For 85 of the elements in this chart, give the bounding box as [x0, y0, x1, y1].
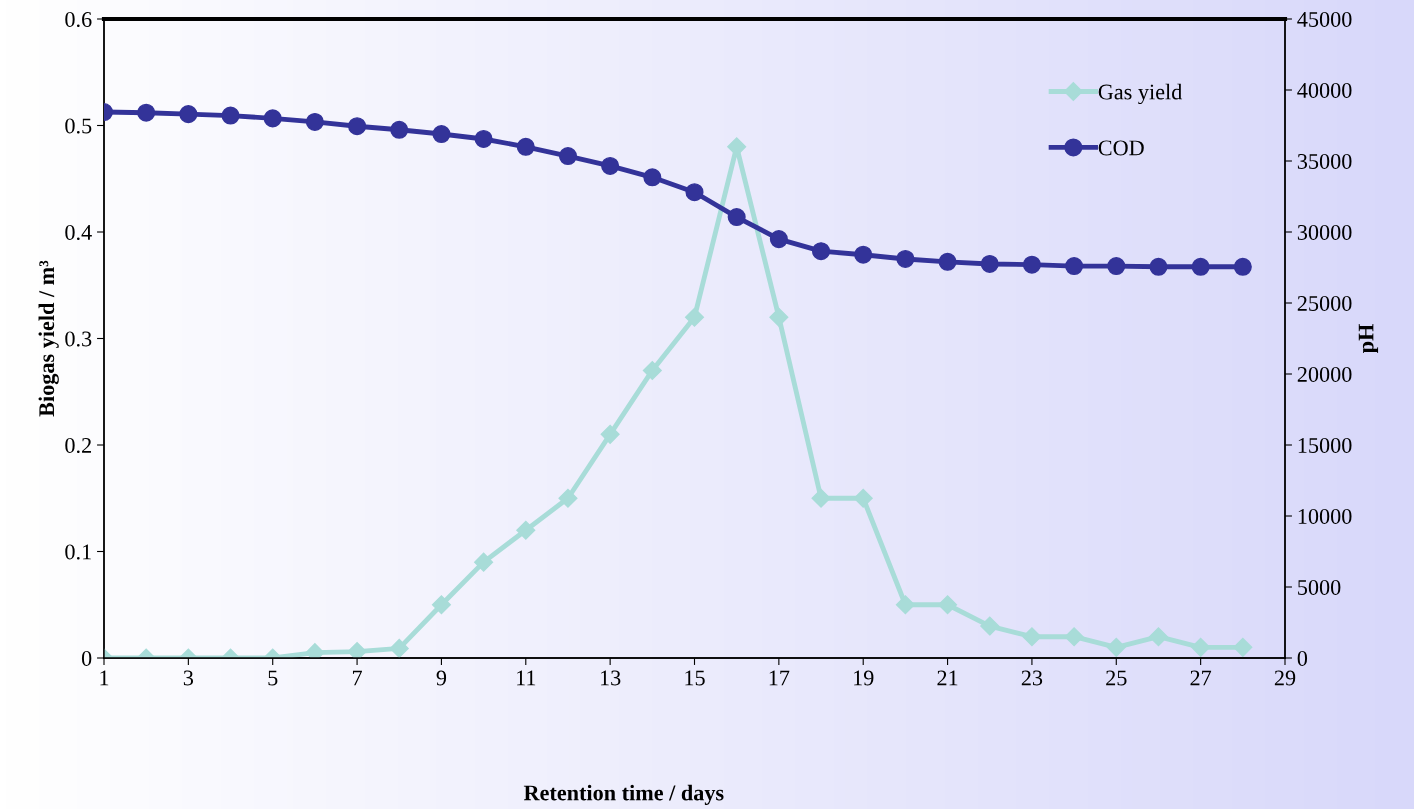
x-tick-label: 23 [1021, 670, 1043, 686]
point [896, 249, 915, 269]
point [558, 488, 578, 508]
point [980, 254, 999, 273]
x-tick-label: 15 [685, 670, 705, 686]
point [348, 117, 367, 136]
y2-tick-label: 25000 [1297, 295, 1352, 311]
point [980, 616, 1000, 636]
y2-tick-label: 40000 [1297, 82, 1352, 98]
point [263, 109, 282, 128]
y2-tick-label: 10000 [1298, 508, 1352, 524]
y-axis-title: Biogas yield / m³ [38, 260, 59, 417]
point [474, 552, 494, 572]
point [938, 595, 958, 615]
y-tick-label: 0.2 [65, 437, 91, 454]
point [558, 147, 577, 166]
y2-tick-label: 35000 [1297, 153, 1352, 169]
y2-tick-label: 5000 [1298, 579, 1341, 595]
point [1064, 627, 1084, 647]
x-tick-label: 7 [352, 670, 362, 686]
point [137, 103, 156, 122]
point [1022, 255, 1041, 274]
point [389, 638, 409, 658]
y-tick-label: 0.1 [65, 544, 91, 560]
legend-label: Gas yield [1098, 83, 1183, 105]
x-tick-label: 29 [1274, 670, 1296, 686]
point [1233, 257, 1252, 276]
point [347, 642, 367, 658]
x-tick-label: 25 [1106, 670, 1127, 686]
point [812, 242, 831, 261]
point [769, 230, 788, 249]
x-tick-label: 13 [600, 670, 621, 686]
x-tick-label: 1 [100, 670, 109, 686]
point [854, 245, 873, 264]
y2-tick-label: 0 [1297, 650, 1308, 666]
x-tick-label: 3 [183, 670, 194, 686]
point [1022, 627, 1042, 647]
point [305, 112, 324, 131]
y-tick-label: 0.4 [65, 224, 92, 241]
point [769, 307, 789, 327]
point [1191, 257, 1210, 276]
point [516, 137, 535, 156]
point [474, 129, 493, 149]
point [1149, 257, 1168, 276]
point [1233, 637, 1253, 657]
point [685, 183, 704, 202]
point [727, 208, 746, 227]
point [1106, 637, 1126, 657]
x-tick-label: 11 [517, 670, 536, 686]
point [811, 488, 831, 508]
point [390, 120, 409, 139]
point [1148, 627, 1168, 647]
y-tick-label: 0 [81, 650, 92, 666]
y2-tick-label: 15000 [1298, 437, 1352, 453]
point [1191, 637, 1211, 657]
x-tick-label: 17 [769, 670, 790, 686]
point [853, 488, 873, 508]
point [179, 105, 198, 124]
point [643, 168, 662, 187]
point [938, 252, 957, 271]
x-tick-label: 21 [937, 670, 958, 686]
point [1107, 257, 1126, 276]
point [600, 424, 620, 444]
x-tick-label: 9 [436, 670, 447, 686]
point [601, 156, 620, 175]
point [1065, 257, 1084, 276]
point [432, 124, 451, 144]
x-axis-title: Retention time / days [523, 784, 724, 805]
y-tick-label: 0.5 [65, 118, 92, 134]
y2-tick-label: 20000 [1297, 366, 1352, 382]
point [684, 307, 705, 327]
y2-tick-label: 45000 [1297, 11, 1352, 27]
point [431, 595, 451, 615]
point [221, 106, 240, 125]
x-tick-label: 27 [1190, 670, 1212, 686]
legend-label: COD [1098, 140, 1144, 156]
point [642, 360, 662, 380]
y-tick-label: 0.6 [65, 11, 92, 28]
x-tick-label: 5 [268, 670, 278, 686]
x-tick-label: 19 [854, 670, 874, 686]
y2-tick-label: 30000 [1297, 224, 1352, 240]
point [516, 520, 536, 540]
y-tick-label: 0.3 [65, 331, 92, 347]
y2-axis-title: pH [1358, 324, 1379, 354]
point [895, 595, 915, 615]
